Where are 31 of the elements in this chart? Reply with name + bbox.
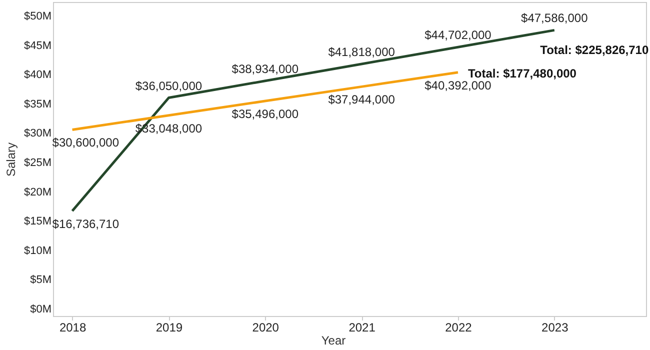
data-label: $36,050,000 bbox=[135, 78, 202, 93]
data-label: $37,944,000 bbox=[328, 92, 396, 107]
annotation: Total: $225,826,710 bbox=[540, 43, 649, 58]
data-label: $30,600,000 bbox=[52, 136, 120, 150]
x-tick-label: 2018 bbox=[59, 320, 86, 334]
y-tick-label: $35M bbox=[24, 98, 52, 110]
data-label: $40,392,000 bbox=[424, 78, 492, 92]
y-tick-label: $10M bbox=[24, 244, 52, 257]
data-label: $16,736,710 bbox=[52, 216, 120, 231]
x-tick-label: 2020 bbox=[252, 320, 280, 334]
y-tick-label: $15M bbox=[24, 216, 52, 228]
y-axis-title: Salary bbox=[4, 142, 18, 177]
data-label: $35,496,000 bbox=[232, 107, 299, 122]
y-tick-label: $5M bbox=[30, 274, 52, 286]
annotation: Total: $177,480,000 bbox=[468, 66, 577, 80]
x-tick-label: 2021 bbox=[348, 320, 376, 334]
y-tick-label: $25M bbox=[24, 157, 52, 170]
y-tick-label: $50M bbox=[24, 10, 52, 23]
x-axis-title: Year bbox=[321, 334, 346, 348]
x-tick-label: 2022 bbox=[445, 320, 472, 334]
y-tick-label: $45M bbox=[24, 40, 52, 52]
x-tick-label: 2019 bbox=[156, 320, 183, 334]
data-label: $47,586,000 bbox=[521, 11, 588, 26]
x-tick-label: 2023 bbox=[542, 320, 569, 334]
data-label: $44,702,000 bbox=[424, 28, 492, 42]
data-label: $38,934,000 bbox=[232, 62, 299, 76]
y-tick-label: $30M bbox=[24, 128, 52, 140]
y-tick-label: $0M bbox=[30, 303, 52, 316]
y-tick-label: $20M bbox=[24, 186, 52, 198]
y-tick-label: $40M bbox=[24, 69, 52, 82]
data-label: $41,818,000 bbox=[328, 44, 396, 59]
